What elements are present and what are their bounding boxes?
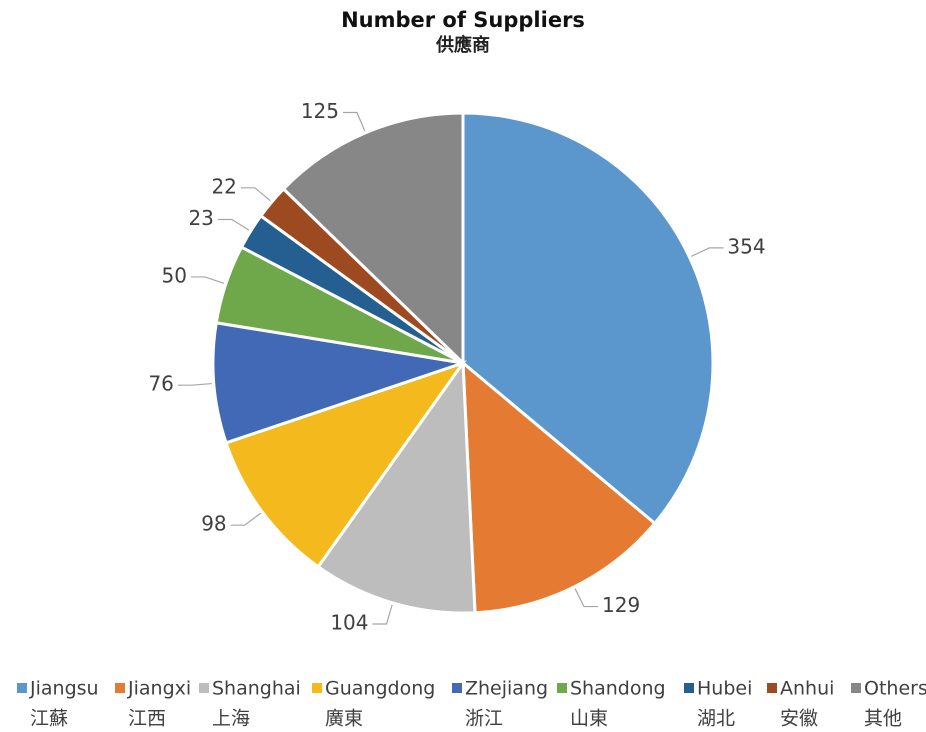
data-label: 104 (330, 611, 368, 635)
pie-slice (224, 360, 467, 569)
data-label: 23 (188, 206, 213, 230)
legend-swatch (199, 683, 209, 693)
leader-line (217, 218, 250, 231)
legend-label: Jiangsu (29, 678, 99, 700)
legend-swatch (17, 683, 27, 693)
legend-label-zh: 湖北 (697, 708, 735, 730)
legend-label: Jiangxi (127, 678, 191, 700)
legend-label: Others (864, 678, 926, 700)
pie-slice (461, 359, 657, 615)
legend-label: Hubei (697, 678, 752, 700)
legend-label: Anhui (780, 678, 834, 700)
legend-label-zh: 浙江 (465, 708, 503, 730)
legend-label-zh: 山東 (570, 708, 608, 730)
pie-slice (211, 321, 464, 445)
leader-line (691, 247, 724, 257)
legend-label-zh: 安徽 (780, 708, 818, 730)
leader-line (230, 512, 262, 526)
legend-swatch (851, 683, 861, 693)
leader-line (240, 187, 271, 202)
pie-slice (316, 358, 477, 615)
chart-subtitle: 供應商 (435, 34, 490, 56)
legend-swatch (767, 683, 777, 693)
legend-label: Guangdong (325, 678, 435, 700)
leader-line (372, 604, 393, 625)
legend-swatch (115, 683, 125, 693)
pie-slice (281, 111, 465, 367)
pie-slice (461, 111, 715, 526)
leader-line (190, 276, 225, 284)
legend-label-zh: 上海 (212, 708, 250, 730)
legend-label: Zhejiang (465, 678, 548, 700)
data-label: 50 (162, 263, 187, 287)
legend-label-zh: 江蘇 (30, 708, 68, 730)
legend-label: Shandong (570, 678, 666, 700)
legend-label-zh: 其他 (864, 708, 902, 730)
legend-label-zh: 江西 (128, 708, 166, 730)
data-label: 98 (201, 512, 226, 536)
leader-line (343, 111, 366, 132)
legend-swatch (452, 683, 462, 693)
legend-label: Shanghai (212, 678, 301, 700)
chart-title: Number of Suppliers (341, 8, 585, 32)
legend-label-zh: 廣東 (325, 708, 363, 730)
data-label: 125 (301, 99, 339, 123)
data-label: 76 (148, 372, 173, 396)
legend-swatch (312, 683, 322, 693)
data-label: 129 (602, 593, 640, 617)
data-label: 22 (211, 174, 236, 198)
legend-swatch (684, 683, 694, 693)
leader-line (177, 382, 212, 386)
legend-swatch (557, 683, 567, 693)
leader-line (574, 588, 599, 608)
data-label: 354 (727, 234, 765, 258)
